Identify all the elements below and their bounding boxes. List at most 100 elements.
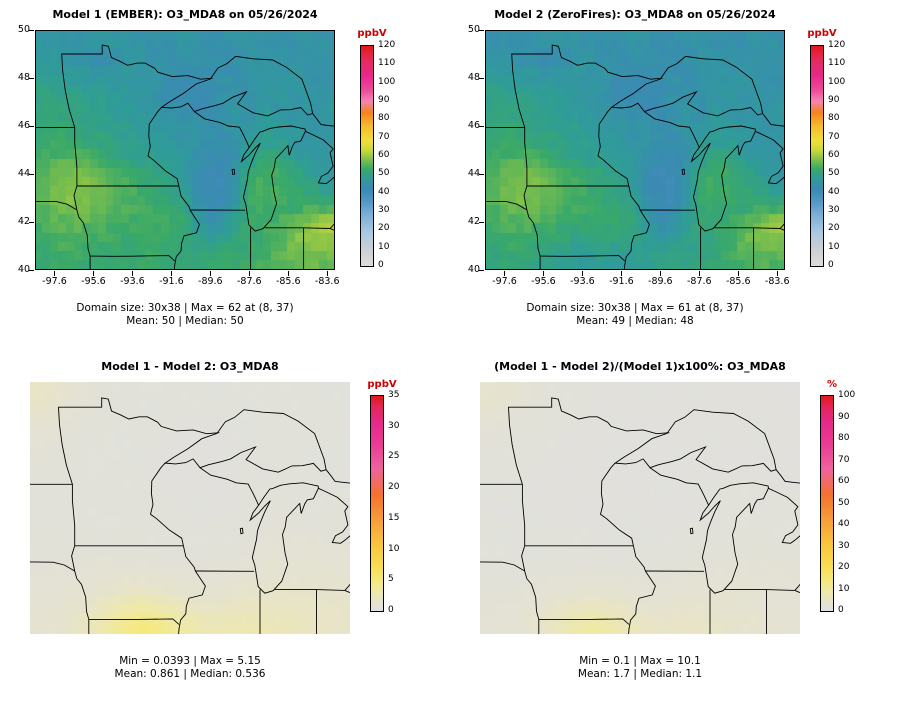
geo-outline-path — [699, 482, 769, 594]
axis-tick-mark — [621, 271, 622, 276]
colorbar-tick-label: 20 — [378, 223, 390, 234]
x-axis-tick-label: -85.6 — [725, 276, 751, 287]
geo-outline-path — [521, 545, 540, 634]
geo-outline-path — [508, 397, 670, 546]
stats-text: Min = 0.1 | Max = 10.1 Mean: 1.7 | Media… — [480, 655, 800, 681]
state-outlines — [35, 30, 335, 270]
geo-outline-path — [61, 44, 213, 186]
geo-outline-path — [690, 125, 756, 232]
axis-tick-mark — [479, 126, 484, 127]
geo-outline-path — [649, 467, 710, 506]
colorbar-tick-label: 20 — [388, 482, 400, 493]
colorbar-tick-label: 50 — [378, 168, 390, 179]
geo-outline-path — [90, 255, 176, 262]
y-axis-tick-label: 48 — [467, 72, 480, 83]
axis-tick-mark — [29, 78, 34, 79]
axis-tick-mark — [699, 271, 700, 276]
axis-tick-mark — [504, 271, 505, 276]
axis-tick-mark — [54, 271, 55, 276]
axis-tick-mark — [738, 271, 739, 276]
geo-outline-path — [755, 130, 785, 229]
geo-outline-path — [775, 469, 800, 484]
geo-outline-path — [325, 469, 350, 484]
axis-tick-mark — [479, 174, 484, 175]
colorbar-tick-label: 0 — [838, 605, 844, 615]
colorbar-tick-label: 40 — [378, 186, 390, 197]
axis-tick-mark — [29, 270, 34, 271]
geo-outline-path — [264, 227, 331, 229]
state-outlines — [480, 397, 800, 634]
state-outlines — [30, 397, 350, 634]
colorbar-tick-label: 120 — [378, 40, 396, 50]
stats-line1: Min = 0.1 | Max = 10.1 — [579, 655, 701, 667]
difference-heatmap-canvas — [30, 382, 350, 634]
geo-outline-path — [480, 561, 525, 572]
stats-line2: Mean: 1.7 | Median: 1.1 — [577, 668, 703, 680]
axis-tick-mark — [29, 126, 34, 127]
axis-tick-mark — [249, 271, 250, 276]
geo-outline-path — [274, 589, 345, 591]
panel-title: Model 1 (EMBER): O3_MDA8 on 05/26/2024 — [52, 8, 318, 21]
colorbar-tick-label: 40 — [828, 186, 840, 197]
geo-outline-path — [249, 482, 319, 594]
state-outlines — [485, 30, 785, 270]
colorbar-tick-label: 20 — [838, 562, 850, 572]
colorbar-tick-label: 80 — [838, 433, 850, 443]
x-axis-tick-label: -89.6 — [198, 276, 223, 287]
plot-frame — [485, 30, 785, 270]
colorbar-tick-label: 30 — [388, 420, 400, 431]
colorbar — [820, 395, 834, 612]
y-axis-tick-label: 46 — [17, 120, 30, 131]
colorbar-tick-label: 10 — [828, 241, 840, 252]
colorbar-tick-label: 15 — [388, 512, 400, 523]
axis-tick-mark — [660, 271, 661, 276]
panel-title: Model 1 - Model 2: O3_MDA8 — [101, 360, 279, 373]
x-axis-tick-label: -97.6 — [492, 276, 517, 287]
colorbar-tick-label: 60 — [838, 476, 850, 486]
colorbar-tick-label: 50 — [828, 168, 840, 179]
colorbar-tick-label: 110 — [828, 58, 846, 69]
axis-tick-mark — [29, 222, 34, 223]
geo-outline-path — [199, 467, 260, 506]
stats-text: Domain size: 30x38 | Max = 61 at (8, 37)… — [485, 302, 785, 328]
colorbar-tick-label: 70 — [828, 131, 840, 142]
colorbar — [370, 395, 384, 612]
geo-outline-path — [88, 618, 180, 625]
colorbar — [360, 45, 374, 267]
colorbar-unit-label: ppbV — [367, 379, 397, 390]
colorbar-tick-label: 100 — [378, 76, 396, 87]
panel-title: (Model 1 - Model 2)/(Model 1)x100%: O3_M… — [494, 360, 786, 373]
geo-outline-path — [511, 44, 663, 186]
x-axis-tick-label: -85.6 — [275, 276, 301, 287]
y-axis-tick-label: 50 — [467, 24, 480, 35]
y-axis-tick-label: 44 — [467, 168, 480, 179]
axis-tick-mark — [132, 271, 133, 276]
geo-outline-path — [239, 527, 244, 535]
stats-text: Min = 0.0393 | Max = 5.15 Mean: 0.861 | … — [30, 655, 350, 681]
colorbar-tick-label: 30 — [378, 205, 390, 215]
colorbar-tick-label: 30 — [838, 540, 850, 551]
stats-line1: Domain size: 30x38 | Max = 62 at (8, 37) — [76, 302, 294, 314]
axis-tick-mark — [543, 271, 544, 276]
colorbar-gradient — [821, 396, 833, 611]
geo-outline-path — [540, 255, 626, 262]
panel-percent-difference: (Model 1 - Model 2)/(Model 1)x100%: O3_M… — [450, 355, 900, 707]
percent-difference-map-plot — [480, 382, 800, 634]
x-axis-tick-label: -87.6 — [686, 276, 712, 287]
geo-outline-path — [73, 185, 91, 270]
stats-line1: Domain size: 30x38 | Max = 61 at (8, 37) — [526, 302, 744, 314]
geo-outline-path — [305, 130, 335, 229]
y-axis-tick-label: 46 — [467, 120, 480, 131]
axis-tick-mark — [479, 78, 484, 79]
panel-model1: Model 1 (EMBER): O3_MDA8 on 05/26/2024 p… — [0, 0, 450, 352]
colorbar-tick-label: 80 — [378, 113, 390, 124]
colorbar-tick-label: 10 — [378, 241, 390, 252]
colorbar-unit-label: ppbV — [807, 28, 837, 39]
colorbar-tick-label: 90 — [828, 95, 840, 105]
x-axis-tick-label: -91.6 — [159, 276, 184, 287]
geo-outline-path — [194, 111, 250, 148]
geo-outline-path — [312, 113, 335, 127]
colorbar-tick-label: 0 — [388, 605, 394, 615]
geo-outline-path — [147, 106, 200, 270]
x-axis-tick-label: -97.6 — [42, 276, 67, 287]
